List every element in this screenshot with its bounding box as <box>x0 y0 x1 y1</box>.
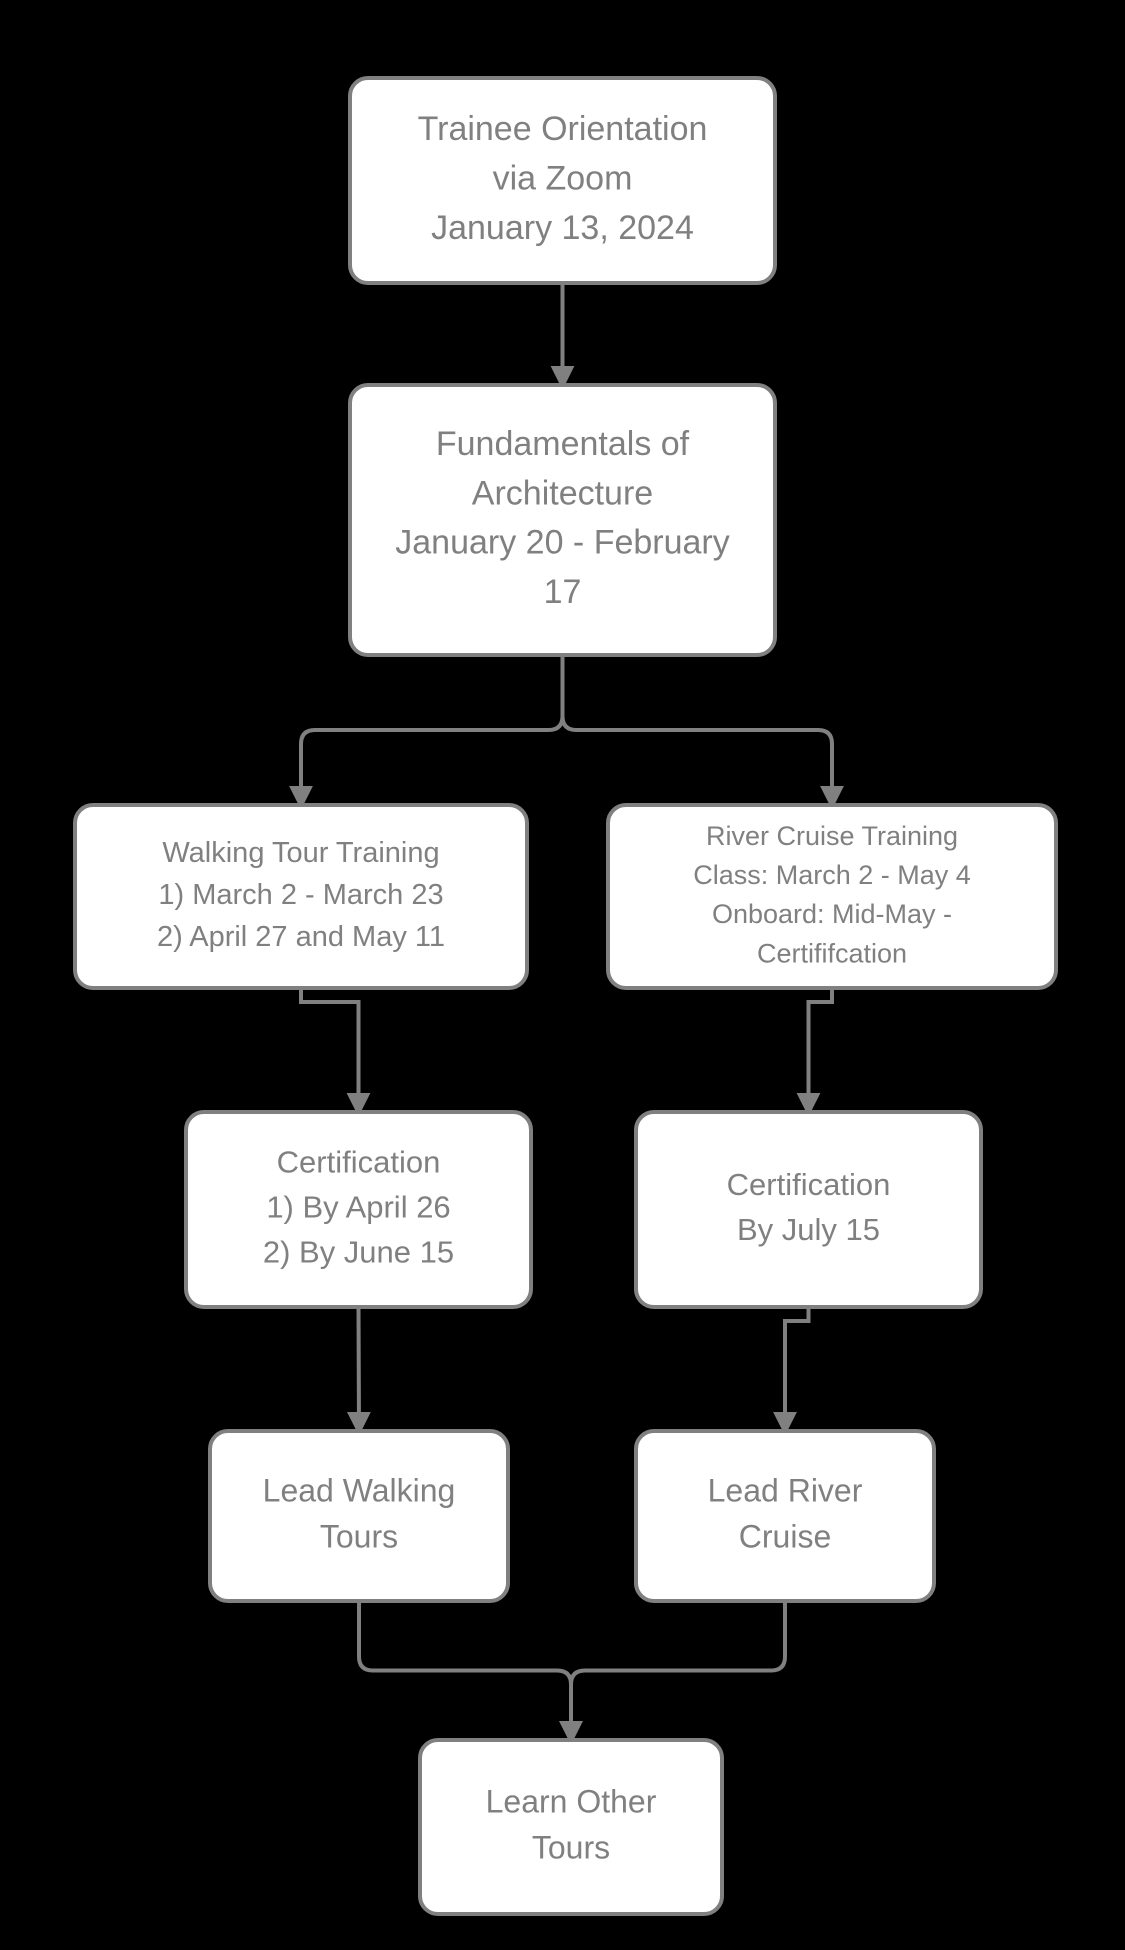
node-text-line: Architecture <box>472 474 653 512</box>
node-orientation: Trainee Orientation via Zoom January 13, 2… <box>350 78 775 283</box>
node-text-line: January 20 - February <box>395 524 730 562</box>
edge-river-training-to-river-cert <box>809 988 833 1112</box>
edge-walking-training-to-walking-cert <box>301 988 359 1112</box>
node-text-line: Cruise <box>739 1519 831 1555</box>
node-box <box>420 1740 722 1914</box>
node-box <box>636 1112 981 1307</box>
node-text-line: Certification <box>727 1167 891 1202</box>
edge-lead-walking-to-learn-other <box>359 1601 571 1740</box>
node-text-line: Lead River <box>708 1472 863 1508</box>
node-text-line: 1) March 2 - March 23 <box>158 879 443 911</box>
node-text-line: Certififcation <box>757 938 907 968</box>
node-text-line: January 13, 2024 <box>431 209 694 247</box>
flowchart-canvas: Trainee Orientation via Zoom January 13, 2… <box>0 0 1125 1950</box>
node-text-line: Certification <box>277 1145 441 1180</box>
node-text-line: 2) April 27 and May 11 <box>157 921 445 953</box>
node-lead-river: Lead River Cruise <box>636 1431 934 1601</box>
node-text-line: Walking Tour Training <box>162 837 439 869</box>
node-text-line: Learn Other <box>486 1783 657 1819</box>
node-text-line: Lead Walking <box>263 1472 456 1508</box>
node-text-line: River Cruise Training <box>706 821 958 851</box>
node-lead-walking: Lead Walking Tours <box>210 1431 508 1601</box>
edge-river-cert-to-lead-river <box>785 1307 809 1431</box>
node-learn-other: Learn Other Tours <box>420 1740 722 1914</box>
edge-fundamentals-to-walking-training <box>301 655 563 805</box>
node-text-line: Class: March 2 - May 4 <box>693 860 971 890</box>
edge-lead-river-to-learn-other <box>571 1601 785 1740</box>
node-river-cert: Certification By July 15 <box>636 1112 981 1307</box>
node-box <box>210 1431 508 1601</box>
node-text-line: Onboard: Mid-May - <box>712 899 952 929</box>
node-walking-cert: Certification 1) By April 26 2) By June 15 <box>186 1112 531 1307</box>
node-text-line: Tours <box>532 1830 610 1866</box>
node-text-line: By July 15 <box>737 1212 880 1247</box>
node-text-line: Trainee Orientation <box>418 110 708 148</box>
node-walking-training: Walking Tour Training 1) March 2 - March … <box>75 805 527 988</box>
node-fundamentals: Fundamentals of Architecture January 20 - … <box>350 385 775 655</box>
node-text-line: 17 <box>544 573 582 611</box>
node-text-line: Tours <box>320 1519 398 1555</box>
nodes-layer: Trainee Orientation via Zoom January 13, 2… <box>75 78 1056 1914</box>
node-river-training: River Cruise Training Class: March 2 - Ma… <box>608 805 1056 988</box>
node-text-line: 1) By April 26 <box>266 1190 450 1225</box>
node-text-line: via Zoom <box>493 159 633 197</box>
edge-fundamentals-to-river-training <box>563 655 833 805</box>
edge-walking-cert-to-lead-walking <box>359 1307 360 1431</box>
node-text-line: 2) By June 15 <box>263 1235 454 1270</box>
node-text-line: Fundamentals of <box>436 425 690 463</box>
node-box <box>636 1431 934 1601</box>
